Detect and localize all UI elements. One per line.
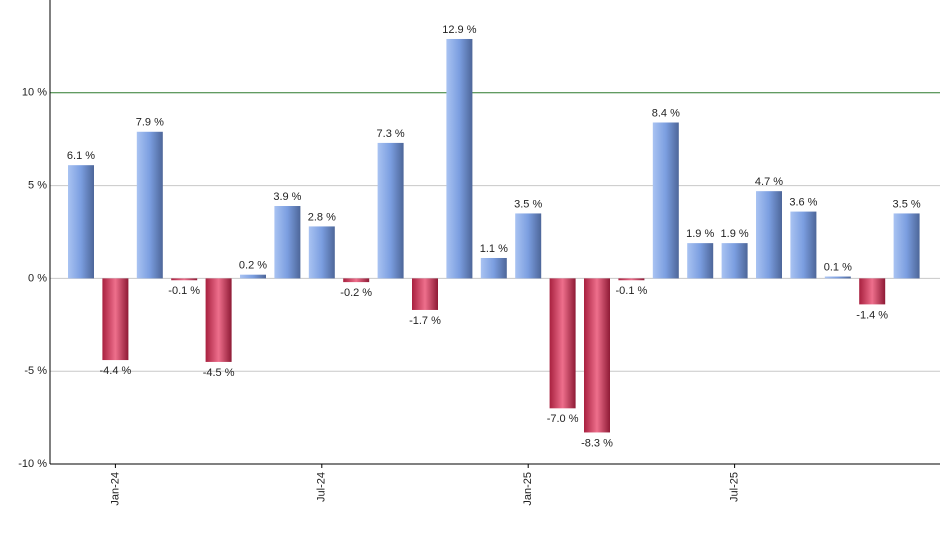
value-label: -0.1 % bbox=[168, 285, 200, 297]
y-tick-label: 5 % bbox=[28, 180, 47, 192]
value-label: -0.2 % bbox=[340, 287, 372, 299]
value-label: -7.0 % bbox=[547, 413, 579, 425]
bar bbox=[584, 278, 610, 433]
value-label: -4.4 % bbox=[100, 365, 132, 377]
bar bbox=[549, 278, 576, 409]
bar bbox=[480, 257, 507, 279]
bar bbox=[205, 278, 232, 362]
bar bbox=[446, 38, 473, 279]
value-label: 7.3 % bbox=[377, 128, 405, 140]
value-label: -8.3 % bbox=[581, 437, 613, 449]
bar bbox=[412, 278, 438, 310]
value-label: 7.9 % bbox=[136, 117, 164, 129]
y-tick-label: -5 % bbox=[24, 365, 47, 377]
bar bbox=[377, 142, 404, 279]
value-label: 6.1 % bbox=[67, 150, 95, 162]
value-label: 3.5 % bbox=[893, 198, 921, 210]
bar bbox=[790, 211, 817, 279]
value-label: 1.1 % bbox=[480, 243, 508, 255]
bar bbox=[102, 278, 129, 361]
value-label: 3.6 % bbox=[789, 196, 817, 208]
value-label: -1.4 % bbox=[856, 309, 888, 321]
bar bbox=[308, 226, 335, 279]
bar bbox=[687, 243, 714, 279]
bar bbox=[515, 213, 542, 279]
value-label: 4.7 % bbox=[755, 176, 783, 188]
label-layer: -10 % -5 % 0 % 5 % 10 % 6.1 % -4.4 % Jan-24 7.9 … bbox=[18, 24, 921, 506]
x-tick-label: Jan-24 bbox=[109, 472, 121, 506]
y-tick-label: 0 % bbox=[28, 272, 47, 284]
value-label: -4.5 % bbox=[203, 367, 235, 379]
y-tick-label: -10 % bbox=[18, 458, 47, 470]
bar bbox=[859, 278, 886, 305]
value-label: 0.2 % bbox=[239, 260, 267, 272]
bar bbox=[893, 213, 920, 279]
x-tick-label: Jan-25 bbox=[522, 472, 534, 506]
bar-layer bbox=[68, 38, 920, 433]
bar bbox=[171, 278, 198, 281]
value-label: -0.1 % bbox=[616, 285, 648, 297]
bar bbox=[240, 274, 266, 279]
bar bbox=[68, 165, 94, 279]
bar bbox=[721, 243, 748, 279]
value-label: 8.4 % bbox=[652, 107, 680, 119]
bar bbox=[618, 278, 645, 281]
bar bbox=[652, 122, 679, 279]
value-label: 2.8 % bbox=[308, 211, 336, 223]
bar bbox=[756, 191, 782, 279]
bar bbox=[136, 131, 163, 279]
value-label: 12.9 % bbox=[442, 24, 476, 36]
value-label: 1.9 % bbox=[686, 228, 714, 240]
bar bbox=[343, 278, 370, 283]
value-label: 0.1 % bbox=[824, 261, 852, 273]
x-tick-label: Jul-25 bbox=[729, 472, 741, 502]
bar bbox=[274, 206, 301, 279]
bar bbox=[824, 276, 851, 279]
value-label: -1.7 % bbox=[409, 315, 441, 327]
value-label: 1.9 % bbox=[721, 228, 749, 240]
x-tick-label: Jul-24 bbox=[316, 472, 328, 502]
value-label: 3.5 % bbox=[514, 198, 542, 210]
y-tick-label: 10 % bbox=[22, 87, 47, 99]
value-label: 3.9 % bbox=[273, 191, 301, 203]
